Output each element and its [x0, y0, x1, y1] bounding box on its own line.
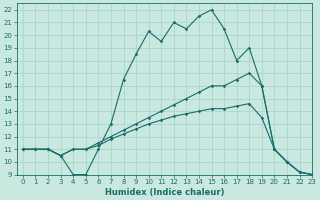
X-axis label: Humidex (Indice chaleur): Humidex (Indice chaleur) [105, 188, 224, 197]
